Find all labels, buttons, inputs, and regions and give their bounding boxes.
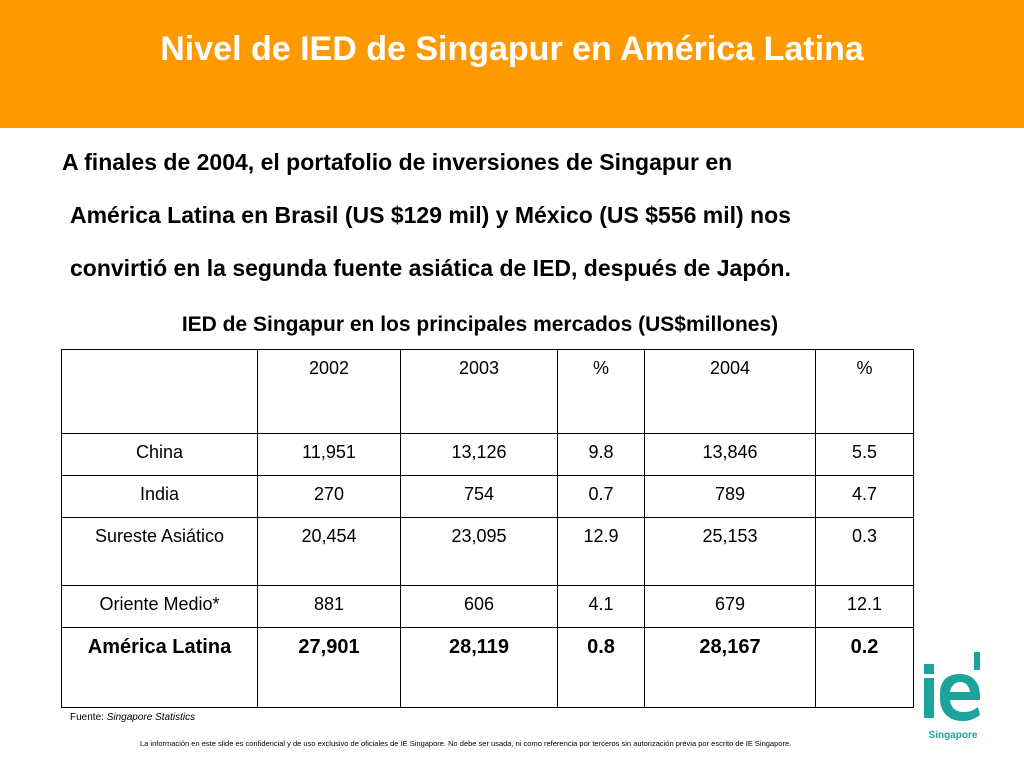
row-label-cell: India bbox=[61, 475, 258, 518]
ie-singapore-logo: Singapore bbox=[924, 652, 980, 741]
table-cell: 754 bbox=[400, 475, 558, 518]
table-caption: IED de Singapur en los principales merca… bbox=[181, 313, 779, 336]
logo-i-stem bbox=[924, 678, 934, 718]
header-cell: % bbox=[815, 349, 914, 434]
logo-i-dot bbox=[924, 664, 934, 674]
header-cell: 2002 bbox=[257, 349, 401, 434]
table-cell: 4.7 bbox=[815, 475, 914, 518]
table-cell: 0.2 bbox=[815, 627, 914, 708]
table-cell: 25,153 bbox=[644, 517, 816, 586]
confidentiality-footer: La información en este slide es confiden… bbox=[140, 739, 792, 748]
table-cell: 12.9 bbox=[557, 517, 645, 586]
logo-e-shape bbox=[940, 674, 980, 721]
table-cell: 270 bbox=[257, 475, 401, 518]
header-cell: 2003 bbox=[400, 349, 558, 434]
table-header-row: 2002 2003 % 2004 % bbox=[61, 349, 914, 434]
table-cell: 13,126 bbox=[400, 433, 558, 476]
table-cell: 13,846 bbox=[644, 433, 816, 476]
table-cell: 0.3 bbox=[815, 517, 914, 586]
intro-paragraph: A finales de 2004, el portafolio de inve… bbox=[62, 136, 982, 295]
header-bar bbox=[0, 0, 1024, 128]
table-cell: 679 bbox=[644, 585, 816, 628]
intro-line: A finales de 2004, el portafolio de inve… bbox=[62, 149, 733, 175]
table-cell: 0.7 bbox=[557, 475, 645, 518]
fdi-table: 2002 2003 % 2004 % China 11,951 13,126 9… bbox=[61, 349, 914, 708]
table-row: India 270 754 0.7 789 4.7 bbox=[61, 475, 914, 518]
row-label-cell: Oriente Medio* bbox=[61, 585, 258, 628]
logo-text: Singapore bbox=[929, 730, 978, 741]
table-cell: 28,119 bbox=[400, 627, 558, 708]
source-label: Fuente: bbox=[70, 712, 107, 723]
table-row: Sureste Asiático 20,454 23,095 12.9 25,1… bbox=[61, 517, 914, 586]
table-cell: 28,167 bbox=[644, 627, 816, 708]
header-cell: % bbox=[557, 349, 645, 434]
table-cell: 12.1 bbox=[815, 585, 914, 628]
table-cell: 0.8 bbox=[557, 627, 645, 708]
header-cell: 2004 bbox=[644, 349, 816, 434]
source-value: Singapore Statistics bbox=[106, 712, 196, 723]
table-cell: 5.5 bbox=[815, 433, 914, 476]
table-cell: 606 bbox=[400, 585, 558, 628]
intro-line: América Latina en Brasil (US $129 mil) y… bbox=[70, 202, 791, 228]
table-cell: 27,901 bbox=[257, 627, 401, 708]
source-note: Fuente: Singapore Statistics bbox=[70, 712, 195, 723]
logo-accent-bar bbox=[974, 652, 980, 670]
slide-title: Nivel de IED de Singapur en América Lati… bbox=[160, 30, 864, 68]
header-cell bbox=[61, 349, 258, 434]
table-row: Oriente Medio* 881 606 4.1 679 12.1 bbox=[61, 585, 914, 628]
table-cell: 20,454 bbox=[257, 517, 401, 586]
table-cell: 11,951 bbox=[257, 433, 401, 476]
row-label-cell: América Latina bbox=[61, 627, 258, 708]
table-cell: 789 bbox=[644, 475, 816, 518]
table-row: China 11,951 13,126 9.8 13,846 5.5 bbox=[61, 433, 914, 476]
table-row-total: América Latina 27,901 28,119 0.8 28,167 … bbox=[61, 627, 914, 708]
row-label-cell: Sureste Asiático bbox=[61, 517, 258, 586]
intro-line: convirtió en la segunda fuente asiática … bbox=[70, 255, 791, 281]
table-cell: 9.8 bbox=[557, 433, 645, 476]
table-cell: 881 bbox=[257, 585, 401, 628]
row-label-cell: China bbox=[61, 433, 258, 476]
table-cell: 4.1 bbox=[557, 585, 645, 628]
table-cell: 23,095 bbox=[400, 517, 558, 586]
